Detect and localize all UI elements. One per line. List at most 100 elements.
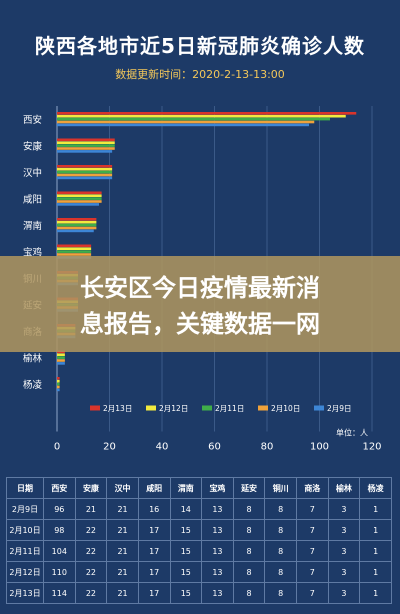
bar [57,117,330,121]
bar [57,114,346,118]
table-cell: 3 [327,540,361,562]
table-cell: 22 [74,582,108,604]
bar [57,197,102,200]
bar [57,220,97,224]
table-cell: 16 [137,498,171,520]
bar [57,170,113,174]
table-header-cell: 渭南 [169,477,203,499]
bar [57,218,97,221]
table-cell: 1 [359,519,392,541]
table-row: 2月12日 110 22 21 17 15 13 8 8 7 3 1 [6,561,392,583]
table-cell: 98 [43,519,76,541]
table-cell: 3 [327,561,361,583]
table-cell: 2月11日 [6,540,44,562]
table-header-cell: 咸阳 [137,477,171,499]
table-header-cell: 宝鸡 [201,477,234,499]
table-row: 2月11日 104 22 21 17 15 13 8 8 7 3 1 [6,540,392,562]
bar [57,229,94,233]
table-cell: 17 [137,540,171,562]
category-label: 渭南 [23,220,42,232]
bar [57,356,65,359]
table-cell: 21 [106,582,139,604]
legend-swatch [258,405,268,411]
table-cell: 1 [359,540,392,562]
bar [57,191,102,195]
table-cell: 8 [232,540,266,562]
page-title: 陕西各地市近5日新冠肺炎确诊人数 [35,34,365,58]
bar [57,165,113,168]
legend-swatch [314,405,324,411]
table-cell: 15 [169,540,203,562]
bar [57,200,102,203]
table-cell: 7 [296,582,329,604]
table-header-cell: 延安 [232,477,266,499]
table-cell: 21 [106,540,139,562]
table-cell: 17 [137,561,171,583]
bar [57,253,92,256]
table-cell: 1 [359,561,392,583]
table-cell: 2月9日 [6,498,44,520]
legend-label: 2月10日 [271,404,300,413]
bar [57,244,92,248]
table-cell: 114 [43,582,76,604]
table-cell: 17 [137,582,171,604]
table-cell: 2月10日 [6,519,44,541]
bar [57,382,60,386]
data-table: 日期 西安 安康 汉中 咸阳 渭南 宝鸡 延安 铜川 商洛 榆林 杨凌 2月9日 96 21 21 16 14 1… [6,477,392,604]
table-cell: 13 [201,582,234,604]
table-cell: 7 [296,540,329,562]
table-cell: 8 [264,540,297,562]
category-label: 宝鸡 [23,246,42,258]
table-cell: 104 [43,540,76,562]
table-cell: 8 [232,519,266,541]
legend-label: 2月12日 [159,404,188,413]
bar [57,359,65,362]
bar [57,138,115,142]
table-cell: 8 [232,561,266,583]
table-header-cell: 杨凌 [359,477,392,499]
table-header-cell: 铜川 [264,477,297,499]
table-cell: 22 [74,519,108,541]
table-cell: 1 [359,498,392,520]
table-header-cell: 日期 [6,477,44,499]
bar [57,223,97,227]
category-label: 汉中 [23,167,42,179]
bar [57,147,115,150]
table-cell: 8 [264,498,297,520]
table-cell: 15 [169,561,203,583]
unit-label: 单位：人 [336,428,368,438]
category-label: 安康 [23,140,43,152]
table-cell: 21 [74,498,108,520]
table-header-row: 日期 西安 安康 汉中 咸阳 渭南 宝鸡 延安 铜川 商洛 榆林 杨凌 [6,477,392,499]
table-cell: 1 [359,582,392,604]
bar [57,353,65,356]
bar [57,123,309,127]
table-header-cell: 西安 [43,477,76,499]
table-cell: 110 [43,561,76,583]
legend-swatch [202,405,212,411]
legend-swatch [146,405,156,411]
x-tick-label: 0 [54,442,60,453]
table-row: 2月10日 98 22 21 17 15 13 8 8 7 3 1 [6,519,392,541]
bar [57,144,115,147]
table-cell: 2月12日 [6,561,44,583]
bar [57,385,60,389]
category-label: 杨凌 [23,379,43,391]
bar [57,150,113,153]
table-cell: 21 [106,561,139,583]
table-cell: 96 [43,498,76,520]
x-tick-label: 20 [103,442,116,453]
bar [57,176,113,180]
x-tick-label: 120 [362,442,381,453]
category-label: 榆林 [23,352,43,364]
x-tick-label: 100 [310,442,329,453]
bar [57,120,315,124]
bar [57,250,92,253]
table-cell: 17 [137,519,171,541]
table-cell: 13 [201,540,234,562]
table-cell: 21 [106,519,139,541]
table-cell: 3 [327,582,361,604]
table-cell: 2月13日 [6,582,44,604]
x-tick-label: 80 [261,442,274,453]
table-cell: 14 [169,498,203,520]
